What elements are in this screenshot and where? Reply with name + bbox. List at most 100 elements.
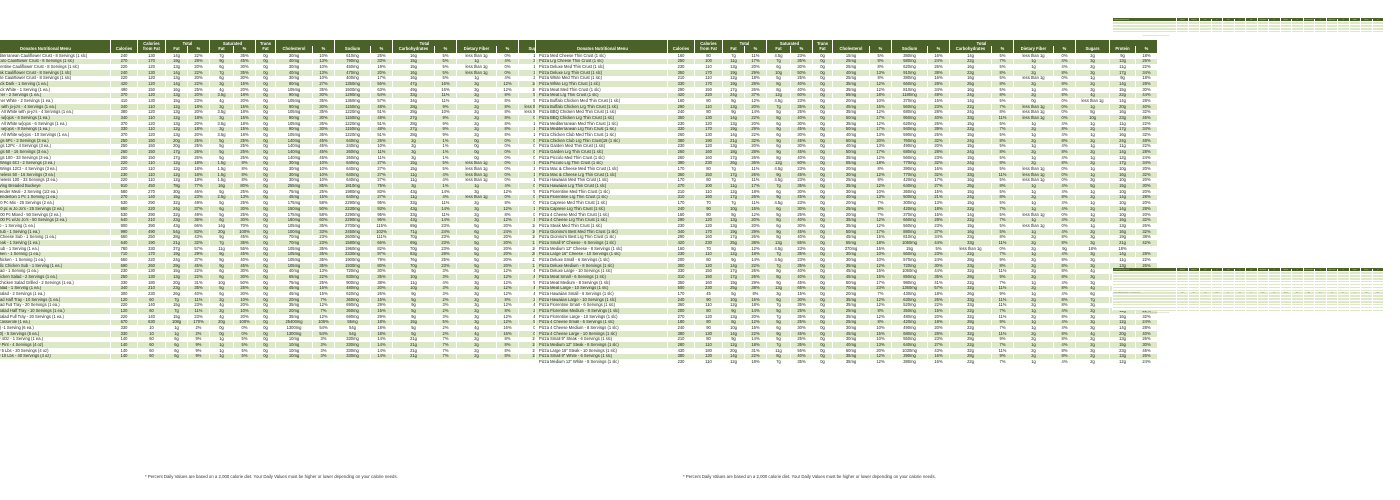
nutrient-value: 25% [789, 75, 814, 82]
nutrient-value: 26% [1371, 289, 1384, 291]
nutrition-table-left-panel: Calories Total Saturated Trans Total Don… [0, 40, 602, 360]
table-row: Pizza Meat Large - 10 Servings (1 slc) 50… [535, 285, 1159, 292]
nutrient-value: 8% [232, 172, 257, 178]
nutrient-value: 22% [1135, 143, 1159, 150]
nutrient-value: 30% [232, 217, 257, 224]
menu-item-name: Garlic 6Pc - 12 Servings (1 ea.) [1112, 28, 1177, 30]
thumb-header-protein-pct: % [1371, 19, 1384, 21]
nutrient-value: 16% [1291, 32, 1304, 34]
nutrient-value: 20% [1135, 177, 1159, 184]
table-row: Pizza Florentine Lrg Thin Crust (1 slc) 3… [535, 194, 1159, 201]
nutrient-value: 0% [232, 325, 257, 331]
nutrient-value: 13% [232, 194, 257, 201]
nutrient-value: 330mg [334, 353, 372, 360]
menu-item-name: Pizza Small 9" Mac & Cheese - 6 Servings… [1112, 272, 1177, 274]
table-row: Pizza Deluxe Medium - 8 Servings (1 slc)… [535, 262, 1159, 269]
nutrient-value: 80% [232, 183, 257, 190]
table-row: Sarakki Chicken - 1 Serving (1 ea.)66022… [0, 257, 602, 263]
nutrient-value: 45% [232, 262, 257, 269]
nutrient-value: 26% [1135, 223, 1159, 229]
nutrient-value: 26% [1135, 353, 1159, 360]
table-row: Cole Slaw 10 Lbs - 40 Servings (4 oz)140… [0, 353, 602, 360]
nutrient-value: 35% [789, 58, 814, 65]
table-row: Pizza BBQ Chicken Lrg Thin Crust (1 slc)… [535, 115, 1159, 122]
nutrient-value: 2g [1325, 309, 1338, 312]
table-row: Pizza Garden Small - 6 Servings (1 slc) 2… [1112, 293, 1384, 296]
nutrient-value: 40% [789, 87, 814, 93]
nutrient-value: 32% [1135, 228, 1159, 235]
nutrient-value: 40% [789, 234, 814, 241]
menu-item-name: Pizza Medium 12" White - 8 Servings (1 s… [535, 359, 668, 365]
header-group-saturated: Saturated [208, 40, 257, 46]
nutrient-value: 20% [1371, 22, 1384, 24]
nutrient-value: 40% [789, 81, 814, 88]
nutrient-value: 14% [370, 353, 394, 360]
table-row: Pizza 4 Cheese Large - 10 Servings (1 sl… [535, 330, 1159, 337]
nutrient-value: 16% [1371, 26, 1384, 29]
table-row: Pizza Florentine Medium - 8 Servings (1 … [535, 308, 1159, 314]
nutrient-value: 20% [1135, 211, 1159, 218]
menu-item-name: Pizza Gionino's Best Small - 6 Servings … [1112, 306, 1177, 309]
menu-item-name: Garlic Bread w/ Cheese - 4 Servings (1 e… [1112, 22, 1177, 24]
nutrient-value: 32% [1135, 109, 1159, 116]
table-row: Pizza Buffalo Chicken Med Thin Crust (1 … [535, 98, 1159, 105]
nutrient-value: 35% [789, 342, 814, 348]
header-sodium-pct: % [927, 46, 951, 53]
nutrient-value: 45% [789, 126, 814, 133]
nutrient-value: 40% [789, 155, 814, 161]
nutrient-value: 35% [789, 302, 814, 309]
nutrient-value: 24g [1360, 309, 1373, 312]
nutrient-value: 32% [1371, 308, 1384, 310]
nutrient-value: 35% [789, 183, 814, 190]
nutrient-value: 32% [1135, 172, 1159, 178]
table-row: Pizza Gionino's Best Med Thin Crust (1 s… [535, 228, 1159, 235]
header-menu: Donatos Nutritional Menu [0, 46, 111, 53]
nutrient-value: 11% [1314, 309, 1327, 312]
nutrient-value: 11g [1222, 309, 1235, 312]
nutrient-value: 48% [1371, 283, 1384, 286]
nutrient-value: 10% [1371, 28, 1384, 30]
thumbnail-label-row: Donatos Nutritional Menu Calories from F… [1112, 19, 1384, 21]
thumbnail-header-bottom: Calories Total Saturated Trans Total Don… [1112, 268, 1384, 271]
table-row: Pizza Caprese Large - 10 Servings (1 slc… [1112, 305, 1384, 307]
table-row: Pizza Hawaiian Lrg Thin Crust (1 slc) 270… [535, 183, 1159, 190]
nutrient-value: 46% [1135, 115, 1159, 122]
nutrition-table-thumbnail-bottom[interactable]: Calories Total Saturated Trans Total Don… [1112, 268, 1384, 314]
table-row: Pizza Garden Med Thin Crust (1 slc) 230 12… [535, 143, 1159, 150]
nutrient-value: 45% [789, 279, 814, 286]
thumb-group-blank-pro [1360, 18, 1384, 20]
table-row: Pizza Large 16" Mac & Cheese - 10 Servin… [1112, 275, 1384, 277]
nutrient-value: 200 [1187, 309, 1200, 312]
table-row: Pizza Florentine Large - 10 Servings (1 … [535, 313, 1159, 320]
thumbnail-table-bottom: Calories Total Saturated Trans Total Don… [1112, 268, 1384, 312]
header-sodium-pct: % [370, 46, 394, 53]
table-row: Pizza Meat Lrg Thin Crust (1 slc) 420 220 2… [535, 92, 1159, 99]
nutrient-value: 5% [232, 336, 257, 343]
nutrient-value: 1g [1325, 32, 1338, 34]
nutrient-value: 40% [1135, 104, 1159, 110]
nutrient-value: 25% [789, 319, 814, 326]
table-row: Pizza 4 Cheese Small - 6 Servings (1 slc… [535, 319, 1159, 326]
table-row: Pizza Piccolo Med Thin Crust (1 slc) 260 1… [535, 155, 1159, 161]
nutrient-value: 25% [232, 200, 257, 207]
footnote-left: * Percent Daily Values are based on a 2,… [145, 474, 398, 479]
table-row: Meatball Sub - 1 Serving (1 ea.)99049054… [0, 228, 602, 235]
menu-item-name: Pizza Chicken Club Medium - 8 Servings (… [1112, 286, 1177, 289]
nutrient-value: 20% [1135, 200, 1159, 207]
table-row: Pizza BBQ Chicken Large - 10 Servings (1… [1112, 283, 1384, 286]
nutrition-table-thumbnail-top[interactable]: Calories Total Saturated Trans Total Don… [1112, 18, 1384, 37]
nutrient-value: 34% [1135, 126, 1159, 133]
thumb-group-blank-fib [1325, 18, 1350, 20]
table-row: Pizza Small 9" Steak - 6 Servings (1 slc… [535, 336, 1159, 343]
nutrient-value: 34% [1371, 306, 1384, 309]
nutrient-value: 23% [789, 257, 814, 263]
table-row: Cole Slaw 4Oz - 1 Serving (1 ea.)140606g… [0, 336, 602, 343]
nutrient-value: 15% [789, 291, 814, 297]
nutrient-value: 1040mg [1279, 309, 1292, 312]
table-row: Pizza Caprese Medium - 8 Servings (1 slc… [1112, 303, 1384, 306]
table-row: Pizza Florentine Med Thin Crust (1 slc) 2… [535, 189, 1159, 195]
nutrient-value: 24% [1371, 291, 1384, 293]
menu-item-name: Pizza Large 16" White - 10 Servings (1 s… [1112, 270, 1177, 273]
menu-item-name: Pizza Piccolo Large - 10 Servings (1 slc… [1112, 301, 1177, 303]
nutrient-value: 20% [1135, 189, 1159, 195]
